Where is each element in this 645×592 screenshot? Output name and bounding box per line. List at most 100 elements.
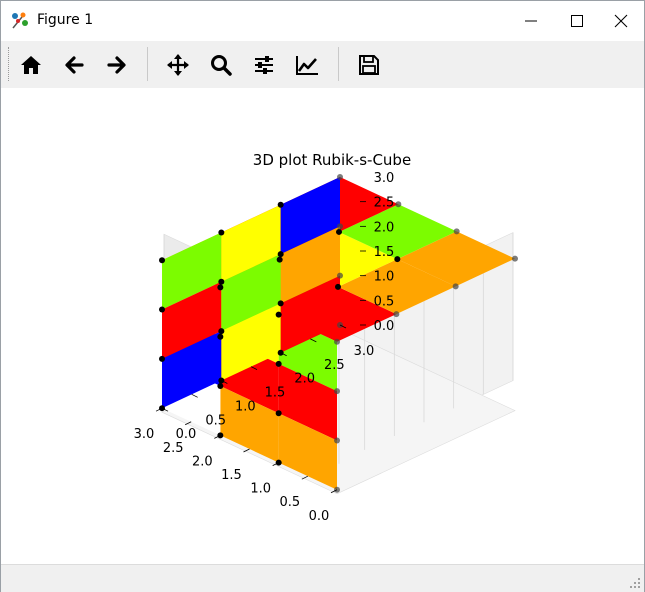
z-tick-label: 0.0 bbox=[374, 319, 395, 334]
cube-facelet-right bbox=[162, 232, 222, 310]
scatter-point bbox=[159, 355, 166, 362]
edit-axes-icon bbox=[296, 56, 318, 75]
x-tick-mark bbox=[330, 489, 338, 494]
cube-facelet-left bbox=[278, 363, 337, 441]
y-tick-label: 3.0 bbox=[354, 344, 375, 359]
x-tick-label: 1.0 bbox=[250, 482, 271, 497]
scatter-point bbox=[217, 284, 224, 291]
cube-facelet-right bbox=[280, 226, 340, 304]
scatter-point bbox=[275, 360, 282, 367]
status-bar bbox=[1, 564, 644, 592]
x-tick-label: 0.5 bbox=[279, 495, 300, 510]
x-tick-mark bbox=[155, 407, 163, 412]
cube-facelet-right bbox=[162, 281, 222, 359]
home-button[interactable] bbox=[16, 50, 46, 80]
scatter-point bbox=[334, 437, 340, 444]
maximize-button[interactable] bbox=[554, 1, 600, 41]
x-tick-mark bbox=[301, 475, 309, 480]
minimize-button[interactable] bbox=[508, 1, 554, 41]
y-tick-label: 2.5 bbox=[324, 358, 345, 373]
y-tick-label: 1.0 bbox=[235, 399, 256, 414]
back-button[interactable] bbox=[59, 50, 89, 80]
cube-facelet-right bbox=[221, 254, 281, 332]
scatter-point bbox=[159, 306, 166, 313]
scatter-point bbox=[277, 201, 284, 208]
subplots-config-icon bbox=[255, 56, 273, 74]
forward-button[interactable] bbox=[102, 50, 132, 80]
toolbar-separator bbox=[147, 47, 148, 81]
scatter-point bbox=[337, 174, 343, 181]
y-tick-mark bbox=[161, 407, 169, 412]
scatter-point bbox=[334, 338, 340, 345]
y-tick-label: 0.5 bbox=[205, 413, 226, 428]
scatter-point bbox=[218, 328, 225, 335]
pan-button[interactable] bbox=[163, 50, 193, 80]
z-tick-label: 1.5 bbox=[374, 245, 395, 260]
scatter-point bbox=[276, 256, 283, 263]
forward-arrow-icon bbox=[107, 56, 126, 74]
scatter-point bbox=[218, 229, 225, 236]
x-tick-mark bbox=[272, 462, 279, 466]
cube-facelet-right bbox=[221, 303, 281, 381]
tick-labels: 0.0 0.5 1.0 1.5 2.0 2.5 3.0 0.0 0.5 1.0 1.5 2.0 2.5 3… bbox=[134, 171, 395, 524]
scatter-point bbox=[335, 283, 341, 290]
window-title: Figure 1 bbox=[37, 12, 94, 28]
scatter-point bbox=[511, 255, 518, 262]
scatter-point bbox=[452, 283, 459, 290]
scatter-point bbox=[337, 272, 343, 279]
zoom-button[interactable] bbox=[206, 50, 236, 80]
z-tick-label: 0.5 bbox=[374, 294, 395, 309]
minimize-icon bbox=[525, 20, 537, 22]
scatter-point bbox=[453, 228, 460, 235]
matplotlib-app-icon bbox=[12, 12, 28, 29]
axes-3d[interactable]: 0.0 0.5 1.0 1.5 2.0 2.5 3.0 0.0 0.5 1.0 1.5 2.0 2.5 3… bbox=[4, 89, 641, 563]
x-tick-label: 1.5 bbox=[221, 468, 242, 483]
y-tick-mark bbox=[191, 393, 198, 398]
cube-facelet-left bbox=[220, 386, 279, 463]
cube-facelet-top bbox=[339, 204, 457, 260]
close-button[interactable] bbox=[598, 1, 644, 41]
home-icon bbox=[21, 56, 41, 74]
edit-axes-button[interactable] bbox=[292, 50, 322, 80]
x-tick-label: 2.0 bbox=[192, 454, 213, 469]
x-tick-mark bbox=[243, 448, 250, 453]
figure-canvas[interactable]: 0.0 0.5 1.0 1.5 2.0 2.5 3.0 0.0 0.5 1.0 1.5 2.0 2.5 3… bbox=[4, 89, 641, 563]
cube-facelet-right bbox=[280, 275, 340, 353]
zoom-icon bbox=[211, 55, 232, 76]
configure-subplots-button[interactable] bbox=[249, 50, 279, 80]
scatter-point bbox=[218, 278, 225, 285]
scatter-point bbox=[275, 410, 282, 417]
x-tick-mark bbox=[184, 421, 192, 426]
x-tick-label: 0.0 bbox=[309, 509, 330, 524]
scatter-point bbox=[336, 228, 342, 235]
x-tick-label: 3.0 bbox=[134, 427, 155, 442]
scatter-point bbox=[275, 311, 282, 318]
maximize-icon bbox=[571, 15, 583, 27]
pan-icon bbox=[167, 54, 189, 76]
cube-facelet-right bbox=[280, 177, 340, 255]
y-tick-mark bbox=[339, 324, 347, 329]
cube-facelet-left bbox=[278, 413, 337, 490]
x-tick-label: 2.5 bbox=[163, 441, 184, 456]
back-arrow-icon bbox=[65, 56, 84, 74]
z-tick-label: 1.0 bbox=[374, 270, 395, 285]
y-tick-label: 1.5 bbox=[265, 386, 286, 401]
title-bar: Figure 1 bbox=[1, 1, 644, 41]
toolbar-separator bbox=[338, 47, 339, 81]
y-tick-mark bbox=[250, 366, 258, 370]
scatter-point bbox=[217, 383, 224, 390]
toolbar-grip[interactable] bbox=[8, 47, 12, 81]
resize-grip-icon[interactable] bbox=[629, 577, 641, 589]
scatter-point bbox=[337, 223, 343, 230]
y-tick-mark bbox=[310, 338, 317, 343]
scatter-point bbox=[159, 257, 166, 264]
cube-facelet-top bbox=[338, 259, 456, 315]
rubiks-cube bbox=[162, 177, 515, 490]
scatter-point bbox=[395, 201, 402, 208]
save-icon bbox=[359, 55, 379, 75]
y-tick-mark bbox=[221, 380, 228, 384]
z-tick-label: 2.5 bbox=[374, 196, 395, 211]
close-icon bbox=[614, 14, 628, 28]
y-tick-label: 2.0 bbox=[294, 372, 315, 387]
save-button[interactable] bbox=[354, 50, 384, 80]
